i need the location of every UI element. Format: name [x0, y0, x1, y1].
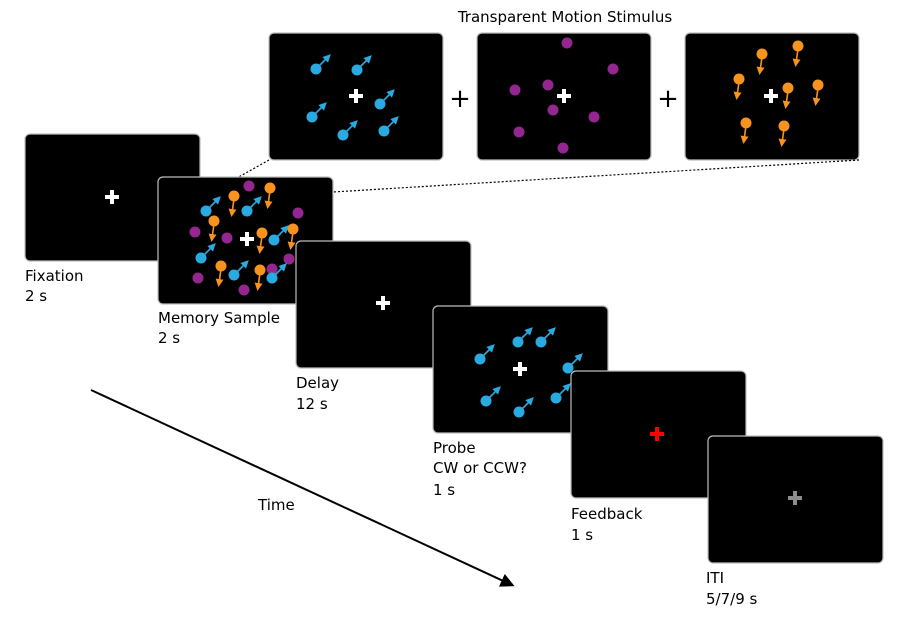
iti-duration: 5/7/9 s — [706, 590, 758, 608]
purple-dot — [292, 207, 304, 219]
blue-dot — [480, 386, 501, 407]
iti-label: ITI — [706, 569, 724, 587]
zoom-line-right — [332, 159, 860, 193]
blue-dot — [337, 120, 358, 141]
orange-dot — [228, 190, 240, 217]
blue-dot — [200, 196, 221, 217]
purple-dot — [607, 63, 619, 75]
fixation-cross — [376, 296, 390, 310]
blue-dot — [374, 89, 395, 110]
purple-dot — [266, 263, 278, 275]
blue-dot — [228, 260, 249, 281]
orange-dot — [782, 82, 794, 109]
orange-dot — [740, 117, 752, 144]
blue-dot — [351, 55, 372, 76]
fixation-cross — [105, 190, 119, 204]
fixation-cross — [764, 89, 778, 103]
purple-dot — [542, 79, 554, 91]
memory-sample-label: Memory Sample — [158, 309, 280, 327]
blue-dot — [268, 225, 289, 246]
stimulus-title: Transparent Motion Stimulus — [457, 8, 673, 26]
fixation-cross — [513, 362, 527, 376]
fixation-cross — [240, 232, 254, 246]
purple-dot — [509, 84, 521, 96]
feedback-duration: 1 s — [571, 526, 593, 544]
probe-duration: 1 s — [433, 481, 455, 499]
blue-dot — [474, 344, 495, 365]
blue-dot — [378, 116, 399, 137]
blue-dot — [306, 102, 327, 123]
orange-dot — [264, 182, 276, 209]
delay-duration: 12 s — [296, 395, 328, 413]
purple-dot — [283, 253, 295, 265]
purple-dot — [588, 111, 600, 123]
time-label: Time — [257, 496, 295, 514]
orange-dot — [792, 40, 804, 67]
fixation-duration: 2 s — [25, 287, 47, 305]
feedback-label: Feedback — [571, 505, 643, 523]
fixation-label: Fixation — [25, 267, 84, 285]
purple-dot — [513, 126, 525, 138]
purple-dot — [561, 37, 573, 49]
orange-dot — [812, 79, 824, 106]
feedback-cross — [650, 427, 664, 441]
plus-sign-2: + — [657, 84, 679, 114]
orange-dot — [215, 260, 227, 287]
memory-sample-duration: 2 s — [158, 329, 180, 347]
orange-dot — [254, 264, 266, 291]
blue-dot — [266, 263, 287, 284]
plus-sign-1: + — [449, 84, 471, 114]
blue-dot — [513, 397, 534, 418]
fixation-cross — [557, 89, 571, 103]
orange-dot — [287, 223, 299, 250]
blue-dot — [195, 243, 216, 264]
fixation-cross — [349, 89, 363, 103]
purple-dot — [243, 180, 255, 192]
blue-dot — [512, 327, 533, 348]
probe-label: Probe — [433, 439, 476, 457]
purple-dot — [238, 284, 250, 296]
blue-dot — [550, 383, 571, 404]
blue-dot — [241, 196, 262, 217]
iti-cross — [788, 491, 802, 505]
purple-dot — [189, 226, 201, 238]
orange-dot — [208, 215, 220, 242]
purple-dot — [192, 272, 204, 284]
delay-label: Delay — [296, 374, 339, 392]
blue-dot — [310, 54, 331, 75]
orange-dot — [778, 120, 790, 147]
purple-dot — [557, 142, 569, 154]
time-arrow — [90, 389, 515, 587]
orange-dot — [756, 48, 768, 75]
blue-dot — [562, 353, 583, 374]
purple-dot — [221, 232, 233, 244]
blue-dot — [535, 327, 556, 348]
orange-dot — [256, 227, 268, 254]
purple-dot — [547, 104, 559, 116]
probe-question: CW or CCW? — [433, 459, 527, 477]
orange-dot — [733, 73, 745, 100]
